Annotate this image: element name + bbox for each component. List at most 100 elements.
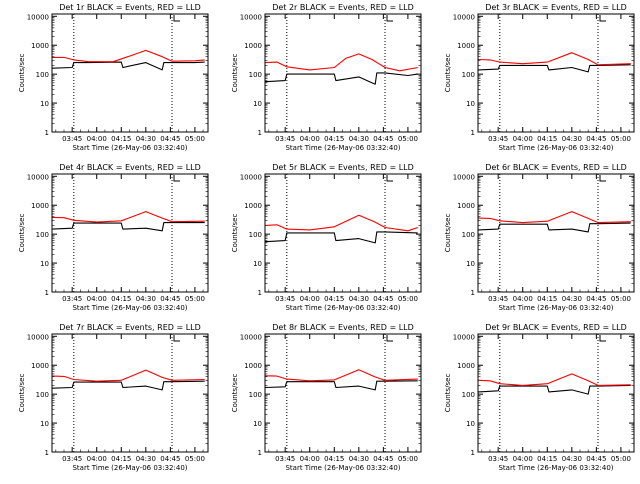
x-tick-label: 03:45 <box>488 135 508 143</box>
corner-marker <box>173 175 180 182</box>
series-line-lld <box>265 369 418 382</box>
plot-frame <box>51 13 209 133</box>
x-axis-label: Start Time (26-May-06 03:32:40) <box>285 144 400 152</box>
plot-frame <box>264 173 422 293</box>
x-axis-label: Start Time (26-May-06 03:32:40) <box>498 464 613 472</box>
x-tick-label: 04:00 <box>87 295 107 303</box>
x-tick-label: 04:15 <box>111 135 131 143</box>
x-tick-label: 04:45 <box>586 295 606 303</box>
y-tick-label: 1 <box>258 449 262 457</box>
x-tick-label: 04:15 <box>324 135 344 143</box>
series-line-lld <box>52 369 205 382</box>
y-tick-label: 100 <box>36 71 49 79</box>
x-tick-label: 05:00 <box>611 135 631 143</box>
y-tick-label: 100 <box>249 391 262 399</box>
x-tick-label: 04:45 <box>160 455 180 463</box>
chart-title: Det 1r BLACK = Events, RED = LLD <box>59 3 201 12</box>
y-tick-label: 1 <box>471 129 475 137</box>
y-tick-label: 1000 <box>244 42 262 50</box>
series-line-lld <box>478 373 631 386</box>
detector-chart-4: Det 4r BLACK = Events, RED = LLD 1 10 100 10… <box>18 163 209 312</box>
y-tick-label: 100 <box>462 71 475 79</box>
x-tick-label: 04:15 <box>324 295 344 303</box>
y-tick-label: 100 <box>462 391 475 399</box>
x-axis-label: Start Time (26-May-06 03:32:40) <box>285 464 400 472</box>
y-tick-label: 10000 <box>27 173 49 181</box>
corner-marker <box>599 335 606 342</box>
y-tick-label: 10000 <box>240 333 262 341</box>
x-tick-label: 04:30 <box>562 455 582 463</box>
x-tick-label: 05:00 <box>611 295 631 303</box>
x-tick-label: 04:30 <box>349 455 369 463</box>
x-tick-label: 04:00 <box>87 455 107 463</box>
corner-marker <box>386 15 393 22</box>
chart-title: Det 8r BLACK = Events, RED = LLD <box>272 323 414 332</box>
y-tick-label: 100 <box>36 391 49 399</box>
y-tick-label: 10 <box>253 100 262 108</box>
x-tick-label: 04:45 <box>160 135 180 143</box>
series-line-lld <box>52 211 205 223</box>
x-tick-label: 04:15 <box>537 135 557 143</box>
detector-panel-1: Det 1r BLACK = Events, RED = LLD 1 10 100 10… <box>0 0 213 164</box>
series-line-events <box>478 64 631 73</box>
y-tick-label: 1000 <box>31 42 49 50</box>
corner-marker <box>173 335 180 342</box>
y-axis-label: Counts/sec <box>231 214 239 253</box>
y-tick-label: 10000 <box>240 13 262 21</box>
y-tick-label: 1 <box>45 449 49 457</box>
x-tick-label: 04:15 <box>537 455 557 463</box>
y-tick-label: 1 <box>45 129 49 137</box>
x-tick-label: 04:30 <box>349 135 369 143</box>
x-axis-label: Start Time (26-May-06 03:32:40) <box>285 304 400 312</box>
series-line-events <box>52 222 205 232</box>
x-tick-label: 03:45 <box>275 295 295 303</box>
y-tick-label: 1000 <box>31 362 49 370</box>
x-tick-label: 04:15 <box>111 295 131 303</box>
corner-marker <box>386 335 393 342</box>
x-tick-label: 05:00 <box>398 455 418 463</box>
y-tick-label: 1000 <box>244 362 262 370</box>
y-tick-label: 10 <box>40 420 49 428</box>
plot-frame <box>477 173 635 293</box>
y-axis-label: Counts/sec <box>18 214 26 253</box>
series-line-lld <box>478 52 631 66</box>
corner-marker <box>599 175 606 182</box>
y-tick-label: 100 <box>249 71 262 79</box>
x-tick-label: 05:00 <box>611 455 631 463</box>
series-line-lld <box>265 53 418 72</box>
x-tick-label: 03:45 <box>62 135 82 143</box>
x-tick-label: 04:00 <box>513 455 533 463</box>
corner-marker <box>173 15 180 22</box>
x-tick-label: 04:00 <box>300 295 320 303</box>
chart-title: Det 4r BLACK = Events, RED = LLD <box>59 163 201 172</box>
x-axis-label: Start Time (26-May-06 03:32:40) <box>498 144 613 152</box>
x-tick-label: 04:15 <box>324 455 344 463</box>
x-tick-label: 04:15 <box>537 295 557 303</box>
y-tick-label: 10000 <box>453 333 475 341</box>
series-line-events <box>265 380 418 391</box>
y-tick-label: 1000 <box>31 202 49 210</box>
series-line-events <box>478 222 631 233</box>
x-tick-label: 03:45 <box>275 135 295 143</box>
x-tick-label: 04:30 <box>562 295 582 303</box>
y-tick-label: 10 <box>253 420 262 428</box>
x-tick-label: 04:45 <box>160 295 180 303</box>
detector-chart-3: Det 3r BLACK = Events, RED = LLD 1 10 100 10… <box>444 3 635 152</box>
chart-title: Det 5r BLACK = Events, RED = LLD <box>272 163 414 172</box>
y-tick-label: 10 <box>40 260 49 268</box>
y-tick-label: 1000 <box>244 202 262 210</box>
y-tick-label: 1000 <box>457 202 475 210</box>
x-tick-label: 04:00 <box>513 135 533 143</box>
y-axis-label: Counts/sec <box>444 214 452 253</box>
detector-chart-7: Det 7r BLACK = Events, RED = LLD 1 10 100 10… <box>18 323 209 472</box>
x-tick-label: 04:00 <box>513 295 533 303</box>
x-tick-label: 05:00 <box>185 455 205 463</box>
corner-marker <box>599 15 606 22</box>
chart-title: Det 7r BLACK = Events, RED = LLD <box>59 323 201 332</box>
series-line-events <box>265 72 418 85</box>
y-tick-label: 10000 <box>240 173 262 181</box>
y-tick-label: 1000 <box>457 42 475 50</box>
x-axis-label: Start Time (26-May-06 03:32:40) <box>498 304 613 312</box>
series-line-events <box>478 384 631 395</box>
